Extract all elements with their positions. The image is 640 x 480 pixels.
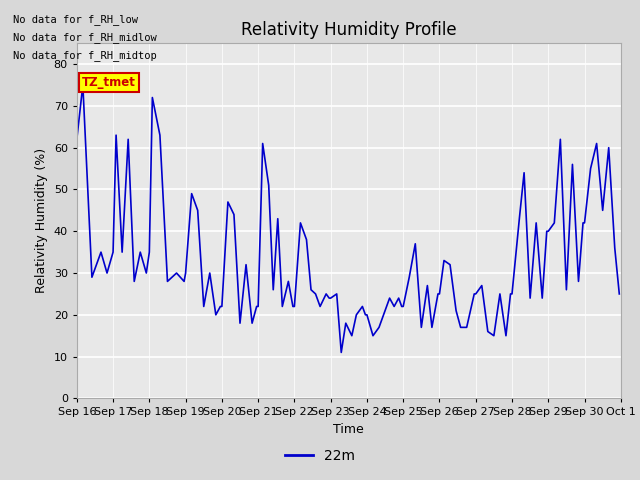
Y-axis label: Relativity Humidity (%): Relativity Humidity (%) <box>35 148 48 293</box>
Text: No data for f_RH_midlow: No data for f_RH_midlow <box>13 32 157 43</box>
Legend: 22m: 22m <box>280 443 360 468</box>
Text: No data for f_RH_midtop: No data for f_RH_midtop <box>13 50 157 61</box>
X-axis label: Time: Time <box>333 423 364 436</box>
Text: No data for f_RH_low: No data for f_RH_low <box>13 13 138 24</box>
Text: TZ_tmet: TZ_tmet <box>82 76 136 89</box>
Title: Relativity Humidity Profile: Relativity Humidity Profile <box>241 21 456 39</box>
